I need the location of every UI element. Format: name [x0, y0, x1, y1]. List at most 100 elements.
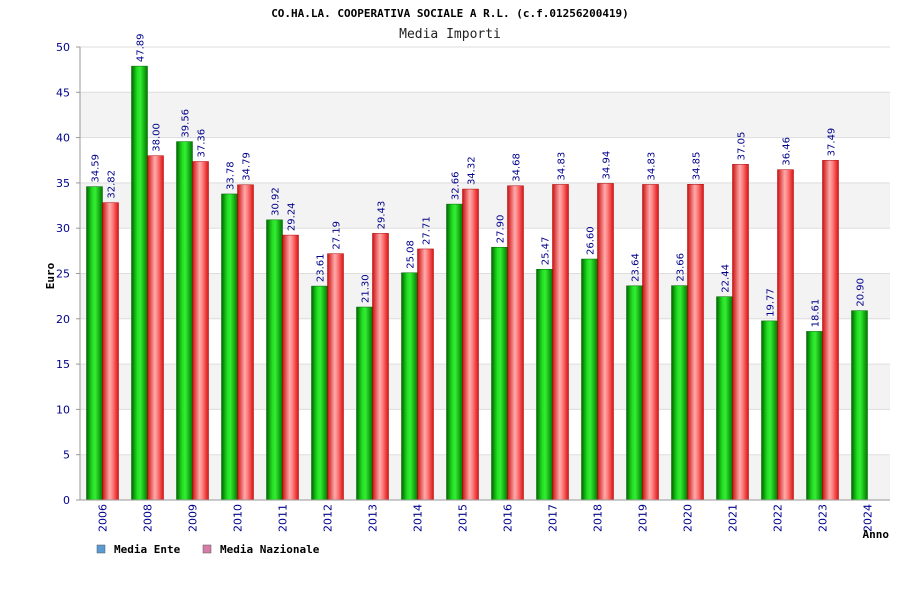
y-tick-label: 0	[63, 494, 70, 507]
bar-media-ente-2020	[671, 285, 688, 501]
data-label: 34.59	[91, 154, 102, 183]
plot-band	[80, 92, 890, 138]
data-label: 29.24	[287, 202, 298, 231]
bar-media-ente-2012	[311, 285, 328, 501]
data-label: 26.60	[586, 226, 597, 255]
y-tick-label: 15	[56, 358, 70, 371]
legend: Media Ente Media Nazionale	[96, 543, 320, 556]
data-label: 30.92	[271, 187, 282, 216]
data-label: 47.89	[136, 33, 147, 62]
bar-media-nazionale-2006	[102, 202, 119, 501]
y-tick-label: 10	[56, 403, 70, 416]
bar-media-ente-2008	[131, 65, 148, 501]
x-tick-label: 2009	[187, 504, 200, 532]
data-label: 34.85	[692, 152, 703, 181]
bar-media-nazionale-2013	[372, 233, 389, 501]
bar-media-ente-2017	[536, 268, 553, 501]
y-axis-ticks: 0 5 10 15 20 25 30 35 40 45 50	[56, 41, 70, 507]
x-tick-label: 2011	[277, 504, 290, 532]
bar-media-nazionale-2008	[147, 155, 164, 501]
data-label: 34.68	[512, 153, 523, 182]
y-tick-label: 30	[56, 222, 70, 235]
legend-swatch-media-nazionale	[202, 544, 212, 554]
data-label: 32.82	[107, 170, 118, 199]
data-label: 37.36	[197, 129, 208, 158]
data-label: 37.05	[737, 132, 748, 161]
bar-media-nazionale-2020	[687, 184, 704, 501]
value-labels: 34.59 32.82 47.89 38.00 39.56 37.36 33.78 34.79…	[91, 33, 867, 327]
x-tick-label: 2023	[817, 504, 830, 532]
data-label: 27.90	[496, 215, 507, 244]
bar-media-nazionale-2012	[327, 253, 344, 501]
x-tick-label: 2013	[367, 504, 380, 532]
data-label: 18.61	[811, 299, 822, 328]
x-tick-label: 2018	[592, 504, 605, 532]
bar-media-nazionale-2021	[732, 164, 749, 501]
legend-label-media-nazionale: Media Nazionale	[220, 543, 320, 556]
data-label: 36.46	[782, 137, 793, 166]
bar-media-ente-2022	[761, 320, 778, 501]
data-label: 21.30	[361, 274, 372, 303]
data-label: 34.79	[242, 152, 253, 181]
x-tick-label: 2021	[727, 504, 740, 532]
x-axis-categories: 2006 2008 2009 2010 2011 2012 2013 2014 2015 2016…	[97, 504, 875, 532]
bar-media-ente-2014	[401, 272, 418, 501]
y-tick-label: 5	[63, 449, 70, 462]
bar-media-ente-2018	[581, 258, 598, 501]
data-label: 25.47	[541, 237, 552, 266]
plot-band	[80, 228, 890, 274]
data-label: 34.32	[467, 156, 478, 185]
bar-media-nazionale-2018	[597, 183, 614, 501]
data-label: 34.94	[602, 151, 613, 180]
plot-band	[80, 454, 890, 500]
y-tick-label: 20	[56, 313, 70, 326]
bar-media-ente-2019	[626, 285, 643, 501]
y-tick-label: 50	[56, 41, 70, 54]
chart-subtitle: Media Importi	[399, 27, 501, 42]
plot-band	[80, 409, 890, 455]
bar-media-nazionale-2023	[822, 160, 839, 501]
x-tick-label: 2015	[457, 504, 470, 532]
data-label: 32.66	[451, 171, 462, 200]
bar-media-ente-2016	[491, 246, 508, 501]
data-label: 34.83	[647, 152, 658, 181]
data-label: 27.19	[332, 221, 343, 250]
x-tick-label: 2022	[772, 504, 785, 532]
plot-band	[80, 364, 890, 410]
y-tick-label: 45	[56, 86, 70, 99]
bar-media-ente-2011	[266, 219, 283, 501]
plot-band	[80, 273, 890, 319]
bar-media-ente-2021	[716, 296, 733, 501]
bar-media-ente-2010	[221, 193, 238, 501]
x-tick-label: 2019	[637, 504, 650, 532]
data-label: 20.90	[856, 278, 867, 307]
data-label: 39.56	[181, 109, 192, 138]
bar-media-nazionale-2010	[237, 184, 254, 501]
data-label: 38.00	[152, 123, 163, 152]
plot-band	[80, 318, 890, 365]
x-tick-label: 2016	[502, 504, 515, 532]
x-tick-label: 2014	[412, 504, 425, 532]
bar-media-ente-2015	[446, 203, 463, 501]
plot-band	[80, 137, 890, 183]
bar-media-nazionale-2011	[282, 234, 299, 501]
bar-media-nazionale-2022	[777, 169, 794, 501]
plot-band	[80, 182, 890, 229]
data-label: 23.61	[316, 253, 327, 282]
y-tick-label: 40	[56, 132, 70, 145]
bar-media-ente-2009	[176, 141, 193, 501]
x-tick-label: 2017	[547, 504, 560, 532]
legend-swatch-media-ente	[96, 544, 106, 554]
x-tick-label: 2020	[682, 504, 695, 532]
bar-media-ente-2024	[851, 310, 868, 501]
data-label: 29.43	[377, 201, 388, 230]
data-label: 19.77	[766, 288, 777, 317]
data-label: 27.71	[422, 216, 433, 245]
bars	[86, 65, 868, 501]
bar-media-ente-2023	[806, 331, 823, 501]
x-tick-label: 2008	[142, 504, 155, 532]
x-axis-label: Anno	[863, 528, 890, 541]
data-label: 37.49	[827, 128, 838, 157]
bar-media-nazionale-2014	[417, 248, 434, 501]
